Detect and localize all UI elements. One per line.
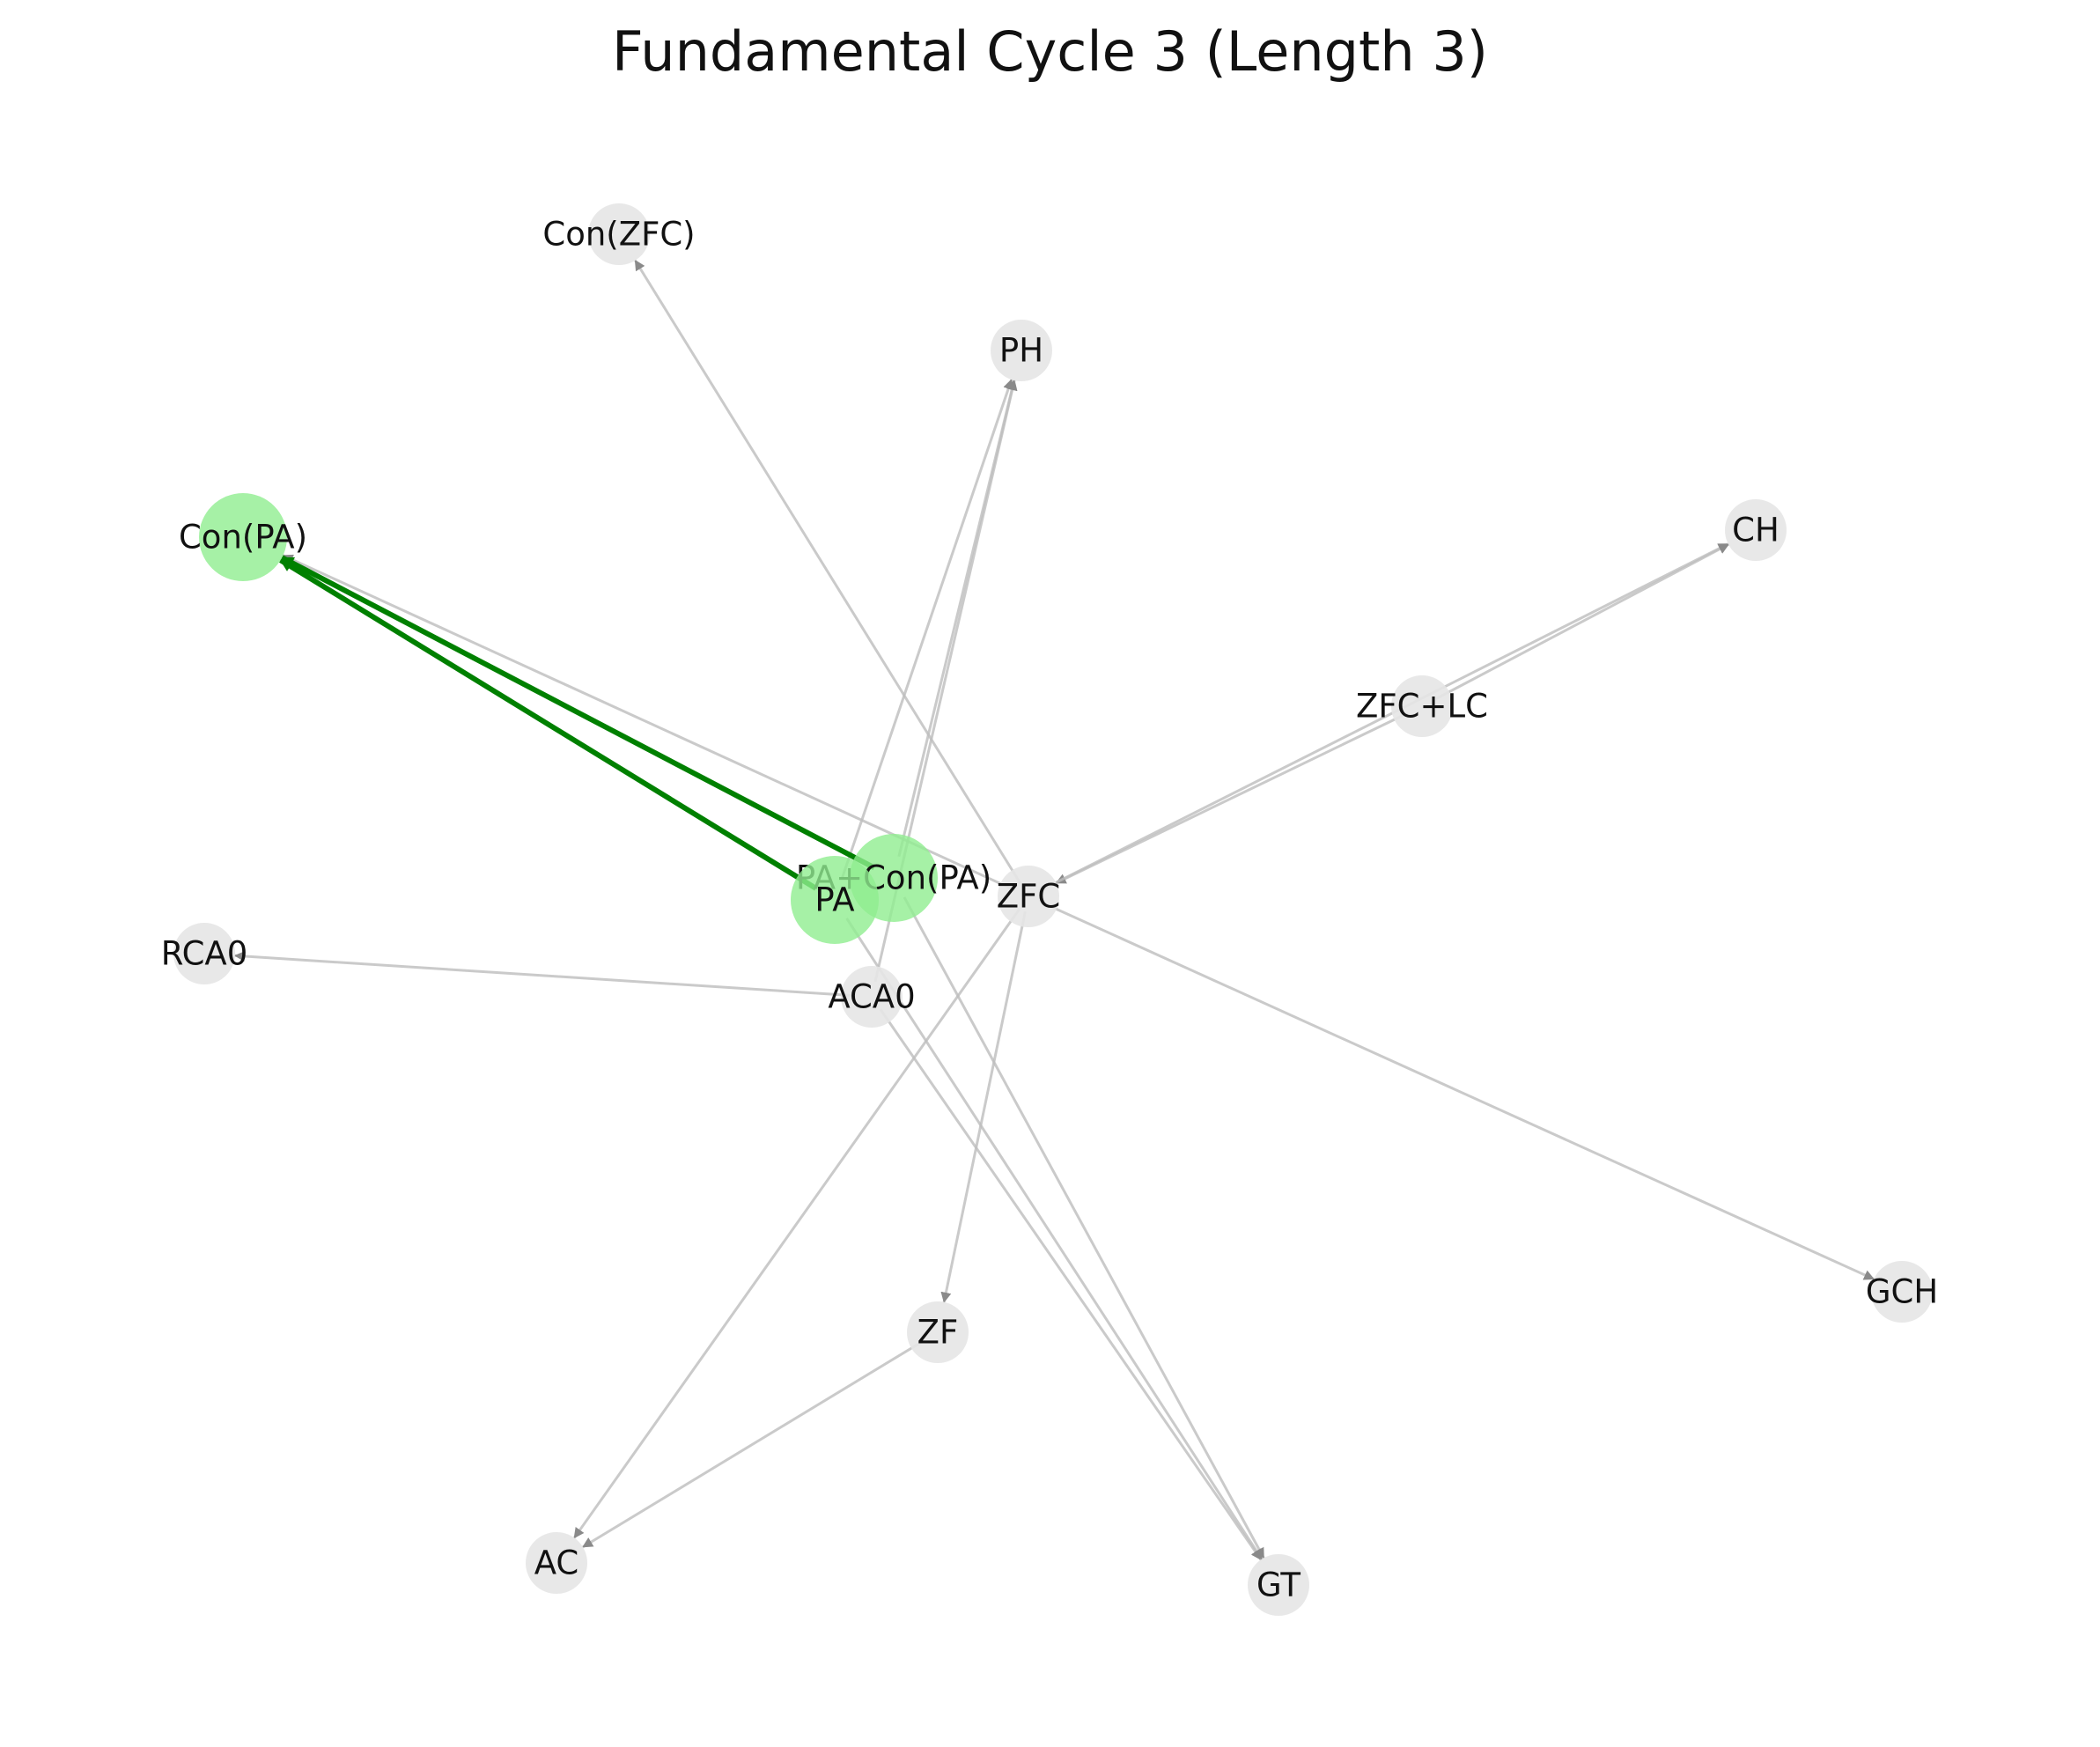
- node-zf: ZF: [907, 1301, 969, 1363]
- node-aca0: ACA0: [828, 966, 916, 1028]
- node-circle-ph: [991, 320, 1052, 381]
- node-label-ph: PH: [999, 332, 1043, 370]
- node-label-con-zfc: Con(ZFC): [542, 216, 695, 254]
- node-circle-aca0: [841, 966, 903, 1028]
- node-circle-con-pa: [199, 493, 287, 581]
- node-label-gch: GCH: [1866, 1273, 1938, 1311]
- node-ph: PH: [991, 320, 1052, 381]
- node-circle-zfc-lc: [1391, 675, 1453, 737]
- node-circle-pa: [791, 856, 879, 944]
- node-zfc: ZFC: [997, 866, 1060, 927]
- edge-zfc-to-con-zfc: [634, 259, 1022, 884]
- node-label-zfc: ZFC: [997, 878, 1060, 916]
- edge-pa-con-pa-to-ph: [897, 380, 1018, 858]
- node-ac: AC: [526, 1532, 587, 1594]
- edge-pa-con-pa-to-con-pa: [280, 555, 876, 871]
- edge-pa-con-pa-to-gt: [903, 896, 1265, 1559]
- node-label-zf: ZF: [917, 1314, 959, 1352]
- node-gt: GT: [1248, 1554, 1309, 1616]
- edge-aca0-to-rca0: [233, 950, 857, 998]
- edge-zfc-to-ac: [573, 908, 1021, 1539]
- node-circle-ac: [526, 1532, 587, 1594]
- edge-pa-to-con-pa: [279, 557, 818, 891]
- node-con-pa: Con(PA): [179, 493, 307, 581]
- node-circle-gch: [1871, 1261, 1933, 1323]
- edge-pa-to-gt: [845, 918, 1264, 1560]
- edge-zfc-to-zf: [940, 910, 1027, 1303]
- node-rca0: RCA0: [161, 923, 248, 984]
- node-circle-ch: [1725, 499, 1787, 561]
- node-con-zfc: Con(ZFC): [542, 203, 696, 265]
- edge-aca0-to-gt: [879, 1008, 1263, 1561]
- node-circle-rca0: [173, 923, 235, 984]
- node-label-con-pa: Con(PA): [179, 519, 307, 557]
- diagram-title: Fundamental Cycle 3 (Length 3): [612, 19, 1488, 84]
- edge-zfc-to-gch: [1042, 901, 1875, 1280]
- edge-zfc-to-ch: [1041, 542, 1729, 891]
- node-label-pa: PA: [814, 881, 854, 919]
- edge-zfc-lc-to-ch: [1434, 543, 1729, 701]
- edge-zf-to-ac: [582, 1338, 925, 1549]
- node-gch: GCH: [1866, 1261, 1938, 1323]
- node-circle-zfc: [998, 866, 1059, 927]
- node-zfc-lc: ZFC+LC: [1356, 675, 1488, 737]
- edge-zfc-lc-to-zfc: [1055, 711, 1409, 885]
- node-label-ch: CH: [1732, 512, 1779, 549]
- node-circle-zf: [907, 1301, 969, 1363]
- node-label-aca0: ACA0: [828, 978, 915, 1016]
- node-circle-gt: [1248, 1554, 1309, 1616]
- edge-pa-to-ph: [840, 379, 1013, 880]
- node-label-zfc-lc: ZFC+LC: [1356, 688, 1488, 726]
- node-label-rca0: RCA0: [161, 935, 248, 973]
- node-pa: PA: [791, 856, 879, 944]
- node-label-ac: AC: [534, 1544, 579, 1582]
- node-label-gt: GT: [1256, 1566, 1301, 1604]
- node-circle-con-zfc: [588, 203, 650, 265]
- edges-layer: [233, 259, 1875, 1561]
- node-ch: CH: [1725, 499, 1787, 561]
